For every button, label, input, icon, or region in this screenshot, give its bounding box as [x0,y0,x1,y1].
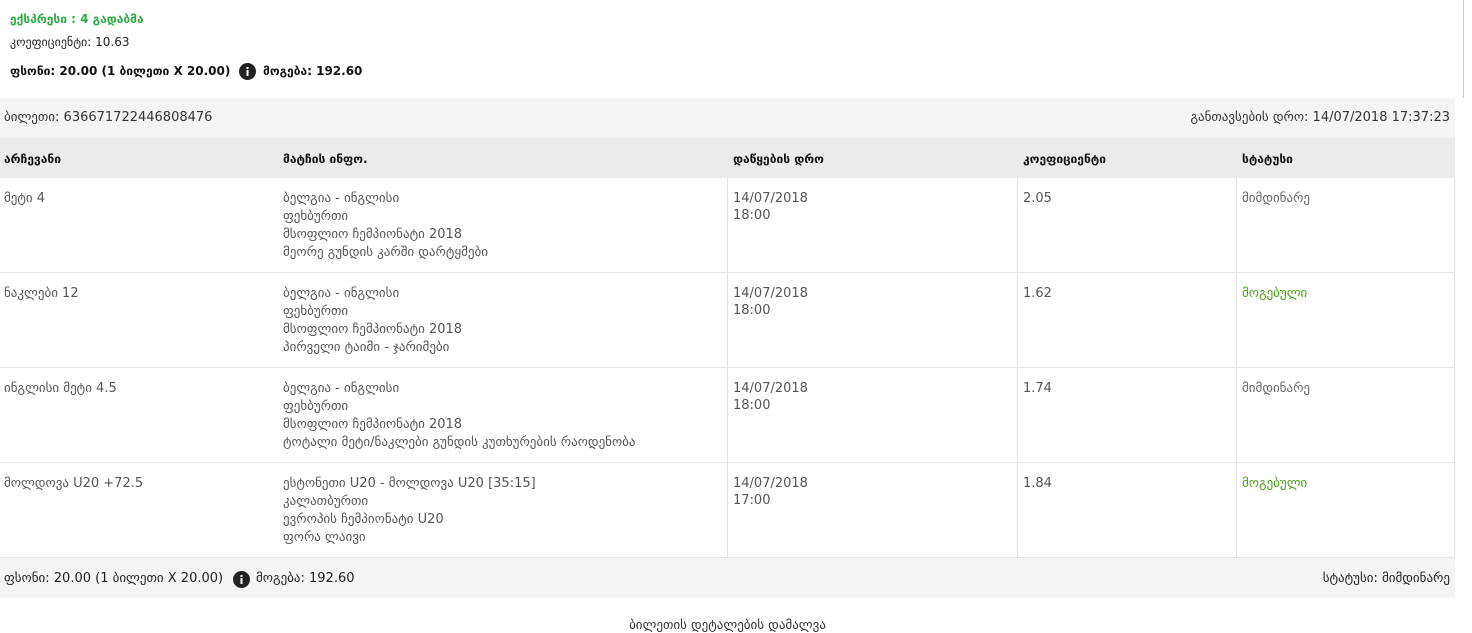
selection: ინგლისი მეტი 4.5 [4,381,117,396]
column-header: სტატუსი [1242,152,1293,166]
match-line: ფორა ლაივი [283,530,366,545]
status: მოგებული [1242,476,1308,491]
match-info: ბელგია - ინგლისი ფეხბურთი მსოფლიო ჩემპიონა… [283,190,488,262]
cell-border [1236,368,1237,463]
cell-border [1017,463,1018,558]
match-line: კალათბურთი [283,494,369,509]
column-header: არჩევანი [4,152,61,166]
cell-border [727,273,728,368]
selection: მოლდოვა U20 +72.5 [4,476,144,491]
start-line: 14/07/2018 [733,191,808,206]
start-line: 14/07/2018 [733,476,808,491]
start-line: 14/07/2018 [733,286,808,301]
match-line: ფეხბურთი [283,399,349,414]
start-line: 17:00 [733,493,771,508]
footer-status: სტატუსი: მიმდინარე [1322,571,1450,586]
total-odds: კოეფიციენტი: 10.63 [10,35,130,49]
odds: 2.05 [1023,191,1052,206]
start-line: 18:00 [733,208,771,223]
win: მოგება: 192.60 [263,64,363,78]
match-line: მეორე გუნდის კარში დარტყმები [283,245,488,260]
start-line: 18:00 [733,303,771,318]
stake: ფსონი: 20.00 (1 ბილეთი X 20.00) [10,64,231,78]
cell-border [1454,368,1455,463]
start-time: 14/07/2018 18:00 [733,285,808,319]
match-line: პირველი ტაიმი - ჯარიმები [283,340,450,355]
cell-border [727,463,728,558]
status: მოგებული [1242,286,1308,301]
column-header: დაწყების დრო [733,152,824,166]
cell-border [1017,368,1018,463]
status: მიმდინარე [1242,381,1311,396]
match-line: მსოფლიო ჩემპიონატი 2018 [283,322,463,337]
selection: ნაკლები 12 [4,286,79,301]
cell-border [1017,178,1018,273]
info-icon[interactable] [233,571,250,588]
match-line: ტოტალი მეტი/ნაკლები გუნდის კუთხურების რა… [283,435,636,450]
start-time: 14/07/2018 17:00 [733,475,808,509]
match-line: ბელგია - ინგლისი [283,286,400,301]
start-line: 14/07/2018 [733,381,808,396]
cell-border [727,368,728,463]
cell-border [727,178,728,273]
cell-border [1017,273,1018,368]
status: მიმდინარე [1242,191,1311,206]
odds: 1.84 [1023,476,1052,491]
match-line: ბელგია - ინგლისი [283,191,400,206]
odds: 1.74 [1023,381,1052,396]
bet-type: ექსპრესი : 4 გადაბმა [10,12,144,26]
start-line: 18:00 [733,398,771,413]
start-time: 14/07/2018 18:00 [733,190,808,224]
cell-border [1236,463,1237,558]
cell-border [1454,178,1455,273]
match-line: ფეხბურთი [283,209,349,224]
match-line: ევროპის ჩემპიონატი U20 [283,512,444,527]
match-line: მსოფლიო ჩემპიონატი 2018 [283,417,463,432]
divider [1463,0,1464,98]
toggle-details[interactable]: ბილეთის დეტალების დამალვა [629,618,826,633]
match-line: ბელგია - ინგლისი [283,381,400,396]
match-info: ბელგია - ინგლისი ფეხბურთი მსოფლიო ჩემპიონა… [283,285,462,357]
odds: 1.62 [1023,286,1052,301]
cell-border [1454,273,1455,368]
ticket-bar [0,98,1455,138]
match-line: ფეხბურთი [283,304,349,319]
match-line: მსოფლიო ჩემპიონატი 2018 [283,227,463,242]
ticket-id: ბილეთი: 636671722446808476 [4,110,213,125]
column-header: მატჩის ინფო. [283,152,368,166]
cell-border [1454,463,1455,558]
placed-time: განთავსების დრო: 14/07/2018 17:37:23 [1190,110,1450,125]
match-line: ესტონეთი U20 - მოლდოვა U20 [35:15] [283,476,536,491]
start-time: 14/07/2018 18:00 [733,380,808,414]
match-info: ბელგია - ინგლისი ფეხბურთი მსოფლიო ჩემპიონა… [283,380,636,452]
match-info: ესტონეთი U20 - მოლდოვა U20 [35:15] კალათბ… [283,475,536,547]
table-header [0,138,1455,178]
cell-border [1236,178,1237,273]
footer-stake: ფსონი: 20.00 (1 ბილეთი X 20.00) [4,571,224,586]
selection: მეტი 4 [4,191,46,206]
info-icon[interactable] [239,63,256,80]
footer-win: მოგება: 192.60 [256,571,355,586]
column-header: კოეფიციენტი [1023,152,1106,166]
cell-border [1236,273,1237,368]
